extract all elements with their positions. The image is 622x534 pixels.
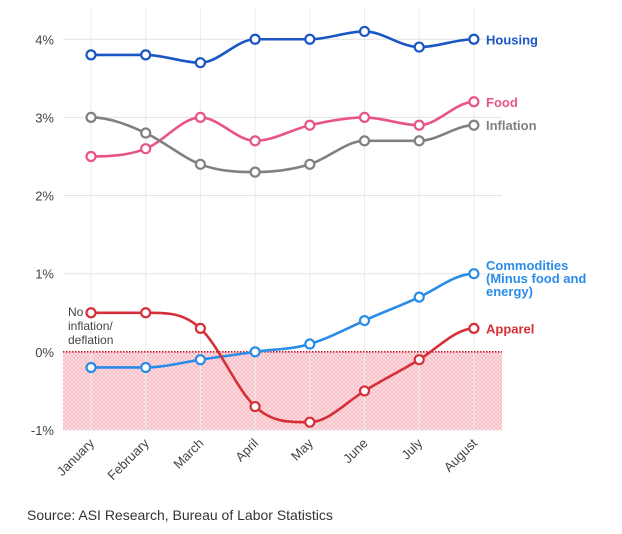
commodities-minus-food-and-energy-point	[85, 361, 97, 374]
commodities-minus-food-and-energy-point	[140, 361, 152, 374]
x-tick-label: July	[398, 435, 425, 462]
inflation-point	[468, 119, 480, 131]
y-tick-label: -1%	[31, 423, 55, 438]
apparel-point	[194, 322, 206, 335]
annotation-label: No	[68, 305, 84, 319]
x-tick-label: May	[288, 435, 316, 463]
inflation-point	[249, 166, 261, 178]
housing-label: Housing	[486, 32, 538, 47]
y-tick-label: 2%	[35, 189, 54, 204]
housing-point	[140, 49, 152, 61]
commodities-minus-food-and-energy-point	[358, 314, 371, 327]
y-tick-label: 3%	[35, 110, 54, 125]
x-tick-label: January	[54, 435, 98, 479]
food-point	[140, 143, 152, 155]
y-tick-label: 0%	[35, 345, 54, 360]
apparel-point	[413, 354, 425, 366]
apparel-point	[468, 322, 480, 335]
food-label: Food	[486, 95, 518, 110]
housing-point	[85, 49, 97, 61]
housing-point	[194, 57, 206, 69]
inflation-point	[413, 135, 425, 147]
housing-point	[413, 41, 425, 53]
x-tick-label: August	[441, 435, 480, 474]
food-point	[413, 119, 425, 131]
annotation-label: inflation/	[68, 319, 113, 333]
inflation-point	[358, 135, 371, 147]
inflation-point	[194, 158, 206, 170]
food-point	[194, 111, 206, 124]
commodities-minus-food-and-energy-label: energy)	[486, 284, 533, 299]
annotation-label: deflation	[68, 333, 113, 347]
commodities-minus-food-and-energy-point	[413, 291, 425, 303]
y-tick-label: 4%	[35, 32, 54, 47]
commodities-minus-food-and-energy-label: Commodities	[486, 258, 568, 273]
food-point	[249, 135, 261, 147]
y-tick-label: 1%	[35, 267, 54, 282]
housing-point	[249, 33, 261, 45]
apparel-point	[249, 400, 261, 413]
housing-point	[358, 25, 371, 38]
apparel-point	[140, 307, 152, 319]
commodities-minus-food-and-energy-point	[249, 346, 261, 358]
x-tick-label: June	[340, 436, 371, 467]
deflation-zone	[63, 351, 502, 430]
food-point	[304, 119, 316, 131]
food-point	[85, 150, 97, 163]
inflation-point	[304, 158, 316, 170]
apparel-point	[358, 385, 371, 397]
food-point	[468, 96, 480, 108]
inflation-label: Inflation	[486, 118, 537, 133]
x-tick-label: April	[232, 435, 261, 464]
commodities-minus-food-and-energy-point	[304, 338, 316, 350]
inflation-point	[85, 111, 97, 124]
source-note: Source: ASI Research, Bureau of Labor St…	[27, 507, 333, 523]
food-point	[358, 111, 371, 124]
housing-point	[468, 33, 480, 45]
apparel-point	[304, 416, 316, 428]
apparel-point	[85, 307, 97, 319]
commodities-minus-food-and-energy-label: (Minus food and	[486, 271, 586, 286]
x-tick-label: February	[104, 435, 152, 483]
x-tick-label: March	[170, 436, 206, 472]
commodities-minus-food-and-energy-point	[194, 354, 206, 366]
housing-point	[304, 33, 316, 45]
commodities-minus-food-and-energy-point	[468, 268, 480, 280]
apparel-label: Apparel	[486, 321, 534, 336]
housing-line	[90, 30, 474, 65]
inflation-point	[140, 127, 152, 139]
